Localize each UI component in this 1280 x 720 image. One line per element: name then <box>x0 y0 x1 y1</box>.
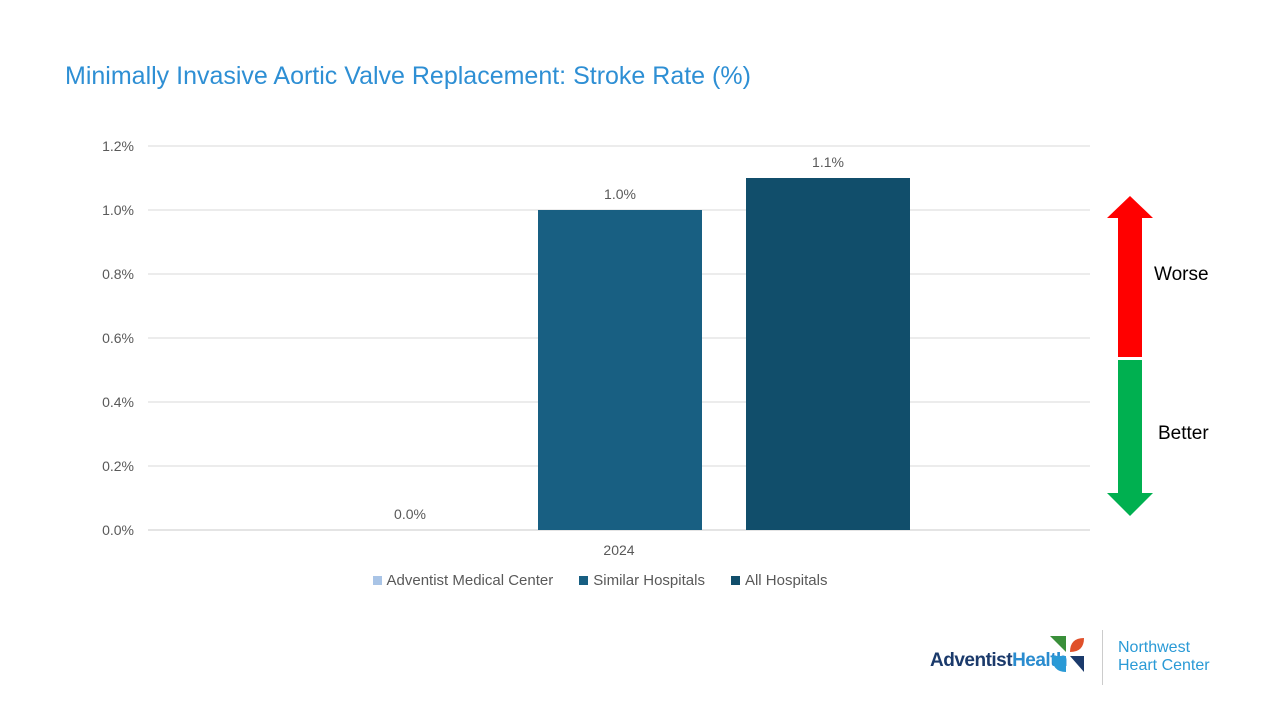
y-tick-label: 0.2% <box>102 458 134 474</box>
legend-label: Adventist Medical Center <box>386 572 554 589</box>
legend-swatch <box>579 576 589 585</box>
bar <box>746 178 910 530</box>
y-tick-label: 0.0% <box>102 522 134 538</box>
data-label: 1.0% <box>604 186 636 202</box>
y-tick-label: 1.2% <box>102 138 134 154</box>
legend-swatch <box>730 576 740 585</box>
y-tick-label: 0.6% <box>102 330 134 346</box>
x-tick-label: 2024 <box>603 542 634 558</box>
legend-item-similar: Similar Hospitals <box>579 572 705 589</box>
worse-label: Worse <box>1154 264 1209 285</box>
leaf-logo-icon <box>1050 636 1084 672</box>
data-label: 1.1% <box>812 154 844 170</box>
y-tick-label: 0.8% <box>102 266 134 282</box>
logo: AdventistHealth Northwest Heart Center <box>930 630 1220 685</box>
data-label: 0.0% <box>394 506 426 522</box>
legend-label: All Hospitals <box>744 572 828 589</box>
legend-item-adventist: Adventist Medical Center <box>372 572 554 589</box>
legend: Adventist Medical Center Similar Hospita… <box>0 572 1200 589</box>
legend-item-all: All Hospitals <box>730 572 828 589</box>
better-arrow-icon <box>1107 360 1153 516</box>
legend-label: Similar Hospitals <box>593 572 705 589</box>
y-tick-label: 0.4% <box>102 394 134 410</box>
legend-swatch <box>372 576 382 585</box>
worse-arrow-icon <box>1107 196 1153 357</box>
y-tick-label: 1.0% <box>102 202 134 218</box>
heart-center-logo-text: Northwest Heart Center <box>1118 639 1210 674</box>
bar <box>538 210 702 530</box>
logo-divider <box>1102 630 1103 685</box>
chart-title: Minimally Invasive Aortic Valve Replacem… <box>65 62 751 90</box>
adventist-health-logo: AdventistHealth <box>930 650 1068 671</box>
worse-better-arrow <box>1107 196 1153 516</box>
better-label: Better <box>1158 423 1209 444</box>
